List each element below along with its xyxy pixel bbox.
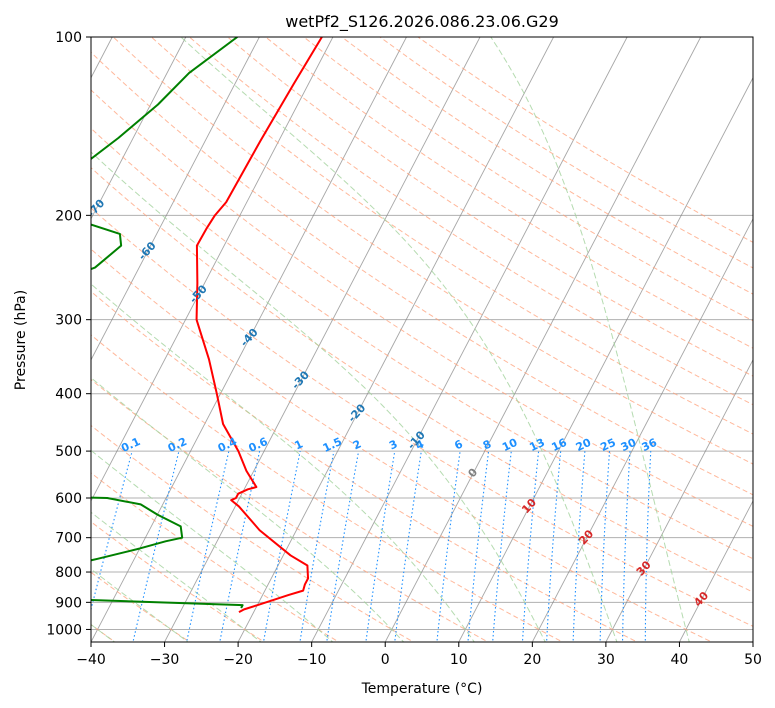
- dry-adiabat: [91, 207, 753, 627]
- y-tick-label: 200: [55, 208, 82, 224]
- mixing-ratio-label: 25: [598, 436, 617, 454]
- isotherm-line: [91, 37, 187, 220]
- x-tick-label: 30: [597, 652, 615, 668]
- dry-adiabats: [91, 37, 753, 642]
- mixing-ratio-line: [299, 450, 335, 642]
- dry-adiabat: [341, 37, 753, 295]
- y-tick-label: 400: [55, 387, 82, 403]
- isotherm-line: [237, 37, 554, 642]
- x-tick-label: −10: [297, 652, 327, 668]
- isotherm-line: [531, 217, 753, 642]
- dry-adiabat: [303, 37, 753, 322]
- y-axis-label: Pressure (hPa): [13, 290, 29, 390]
- y-axis: 100 200 300 400 500 600 700 800 900 1000: [46, 30, 91, 638]
- dry-adiabat: [91, 334, 564, 642]
- mixing-ratio-label: 16: [550, 436, 570, 454]
- y-tick-label: 100: [55, 30, 82, 46]
- moist-adiabat: [91, 283, 475, 642]
- x-tick-label: −20: [223, 652, 253, 668]
- dry-adiabat: [112, 37, 753, 465]
- chart-title: wetPf2_S126.2026.086.23.06.G29: [285, 12, 559, 32]
- dry-adiabat: [91, 248, 713, 642]
- mixing-ratio-line: [644, 451, 652, 642]
- moist-adiabat: [91, 449, 334, 642]
- dry-adiabat: [91, 424, 415, 642]
- isotherm-line: [458, 76, 753, 642]
- moist-adiabat: [91, 568, 189, 642]
- x-tick-label: −40: [76, 652, 106, 668]
- temperature-trace: [195, 37, 323, 614]
- mixing-ratio-label: 30: [619, 436, 639, 454]
- mixing-ratio-label: 13: [527, 436, 546, 454]
- mixing-ratio-line: [186, 450, 230, 642]
- mixing-ratio-line: [219, 450, 261, 642]
- y-tick-label: 700: [55, 531, 82, 547]
- mixing-ratio-line: [326, 451, 360, 642]
- mixing-ratio-label: 20: [574, 436, 594, 454]
- isotherm-line: [164, 37, 481, 642]
- dry-adiabat: [91, 127, 753, 560]
- mixing-ratio-lines: [91, 450, 652, 642]
- dry-adiabat: [91, 89, 753, 527]
- y-tick-label: 300: [55, 313, 82, 329]
- isotherm-line: [605, 358, 753, 642]
- x-tick-label: 40: [671, 652, 689, 668]
- x-tick-label: 10: [450, 652, 468, 668]
- isotherm-line: [91, 37, 334, 502]
- dry-adiabat: [150, 37, 753, 435]
- dry-adiabat: [189, 37, 753, 406]
- x-axis-label: Temperature (°C): [361, 681, 483, 697]
- moist-adiabat: [490, 37, 690, 642]
- moist-adiabat: [91, 511, 262, 642]
- y-tick-label: 1000: [46, 622, 82, 638]
- x-tick-label: −30: [150, 652, 180, 668]
- x-tick-label: 50: [744, 652, 762, 668]
- sounding-traces: [91, 37, 323, 614]
- isotherm-line: [679, 499, 753, 642]
- mixing-ratio-line: [621, 451, 631, 642]
- x-tick-label: 0: [381, 652, 390, 668]
- moist-adiabat: [91, 377, 405, 642]
- mixing-ratio-line: [91, 450, 133, 612]
- moist-adiabat: [180, 37, 618, 642]
- y-tick-label: 800: [55, 565, 82, 581]
- moist-adiabats: [91, 37, 690, 642]
- mixing-ratio-line: [599, 451, 611, 642]
- isotherms: [91, 37, 753, 642]
- y-tick-label: 500: [55, 444, 82, 460]
- y-tick-label: 900: [55, 595, 82, 611]
- isotherm-line: [91, 37, 407, 642]
- isotherm-line: [91, 37, 260, 361]
- mixing-ratio-line: [132, 450, 180, 642]
- x-tick-label: 20: [523, 652, 541, 668]
- y-tick-label: 600: [55, 491, 82, 507]
- mixing-ratio-label: 36: [640, 436, 660, 454]
- mixing-ratio-label: 10: [500, 436, 520, 454]
- moist-adiabat: [91, 151, 546, 642]
- x-axis: −40 −30 −20 −10 0 10 20 30 40 50: [76, 642, 762, 668]
- dry-adiabat: [91, 167, 753, 593]
- dry-adiabat: [91, 378, 490, 642]
- dry-adiabat: [91, 290, 639, 642]
- isotherm-line: [384, 37, 702, 642]
- plot-frame: [90, 36, 754, 643]
- mixing-ratio-line: [262, 450, 301, 642]
